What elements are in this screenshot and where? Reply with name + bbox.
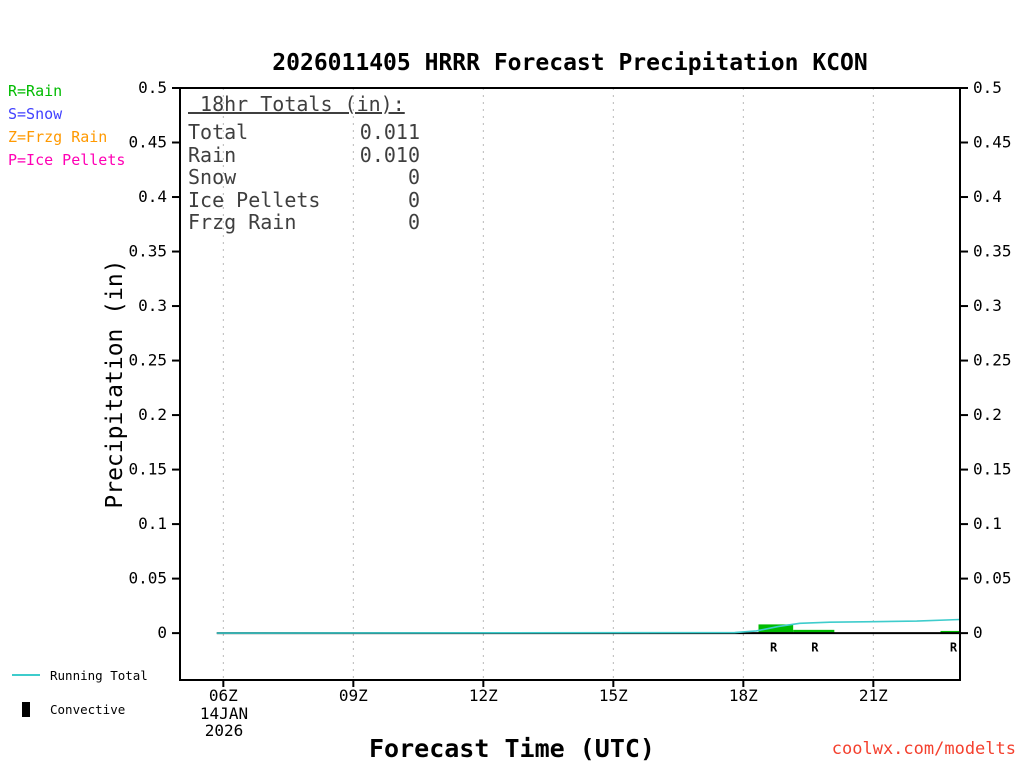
legend-rain: R=Rain <box>8 82 63 100</box>
y-tick-label-left: 0.3 <box>138 296 167 315</box>
y-tick-label-left: 0.1 <box>138 514 167 533</box>
precip-type-label: R <box>811 640 819 654</box>
y-tick-label-right: 0.5 <box>973 78 1002 97</box>
convective-bar-icon <box>12 701 40 717</box>
legend-snow: S=Snow <box>8 105 63 123</box>
totals-value: 0.010 <box>359 142 420 167</box>
totals-value: 0 <box>407 187 420 212</box>
x-axis-title: Forecast Time (UTC) <box>369 734 655 763</box>
legend-convective: Convective <box>12 700 148 718</box>
x-tick-label: 15Z <box>599 686 628 705</box>
totals-row-frzg-rain: Frzg Rain 0 <box>188 211 420 234</box>
totals-row-ice-pellets: Ice Pellets 0 <box>188 187 420 212</box>
series-legend: Running Total Convective <box>12 666 148 734</box>
y-tick-label-left: 0.25 <box>128 351 167 370</box>
y-tick-label-right: 0 <box>973 623 983 642</box>
legend-running-total: Running Total <box>12 666 148 684</box>
legend-frzg-rain: Z=Frzg Rain <box>8 128 108 146</box>
totals-label: Total <box>188 120 249 144</box>
bar-rain <box>758 624 794 634</box>
totals-label: Ice Pellets <box>188 187 321 212</box>
legend-running-total-label: Running Total <box>50 667 148 683</box>
x-tick-label: 21Z <box>859 686 888 705</box>
y-tick-label-right: 0.3 <box>973 296 1002 315</box>
y-tick-label-right: 0.05 <box>973 569 1012 588</box>
precip-type-label: R <box>770 640 778 654</box>
bar-rain <box>793 629 835 634</box>
totals-heading: 18hr Totals (in): <box>188 92 405 116</box>
y-tick-label-left: 0.15 <box>128 460 167 479</box>
x-tick-label: 18Z <box>729 686 758 705</box>
series-running-total <box>216 618 961 634</box>
legend-ice-pellets: P=Ice Pellets <box>8 151 126 169</box>
y-tick-label-right: 0.15 <box>973 460 1012 479</box>
y-tick-label-left: 0.05 <box>128 569 167 588</box>
x-tick-label: 06Z <box>209 686 238 705</box>
x-axis-date-day: 14JAN <box>199 704 249 723</box>
totals-row-snow: Snow 0 <box>188 166 420 189</box>
y-tick-label-right: 0.25 <box>973 351 1012 370</box>
totals-label: Snow <box>188 165 237 189</box>
y-tick-label-right: 0.4 <box>973 187 1002 206</box>
x-tick-label: 12Z <box>469 686 498 705</box>
x-axis-date-year: 2026 <box>204 721 244 740</box>
totals-value: 0.011 <box>359 120 420 144</box>
totals-value: 0 <box>407 210 420 234</box>
plot-border <box>179 87 961 681</box>
y-tick-label-left: 0.4 <box>138 187 167 206</box>
chart-title: 2026011405 HRRR Forecast Precipitation K… <box>272 50 868 76</box>
bar-rain <box>940 630 960 634</box>
y-tick-label-left: 0.2 <box>138 405 167 424</box>
precip-type-label: R <box>950 640 958 654</box>
totals-box: 18hr Totals (in): Total 0.011 Rain 0.010… <box>188 92 420 234</box>
precip-type-legend: R=Rain S=Snow Z=Frzg Rain P=Ice Pellets <box>8 80 125 172</box>
y-tick-label-right: 0.1 <box>973 514 1002 533</box>
y-tick-label-right: 0.35 <box>973 242 1012 261</box>
y-tick-label-left: 0.45 <box>128 133 167 152</box>
y-tick-label-right: 0.2 <box>973 405 1002 424</box>
x-tick-label: 09Z <box>339 686 368 705</box>
totals-row-total: Total 0.011 <box>188 121 420 144</box>
watermark-link: coolwx.com/modelts <box>831 739 1016 759</box>
y-tick-label-left: 0 <box>157 623 167 642</box>
y-tick-label-left: 0.35 <box>128 242 167 261</box>
totals-value: 0 <box>407 165 420 189</box>
running-total-line-icon <box>12 674 40 676</box>
legend-convective-label: Convective <box>50 701 126 717</box>
totals-row-rain: Rain 0.010 <box>188 142 420 167</box>
y-tick-label-right: 0.45 <box>973 133 1012 152</box>
totals-label: Frzg Rain <box>188 210 297 234</box>
totals-label: Rain <box>188 142 237 167</box>
y-tick-label-left: 0.5 <box>138 78 167 97</box>
